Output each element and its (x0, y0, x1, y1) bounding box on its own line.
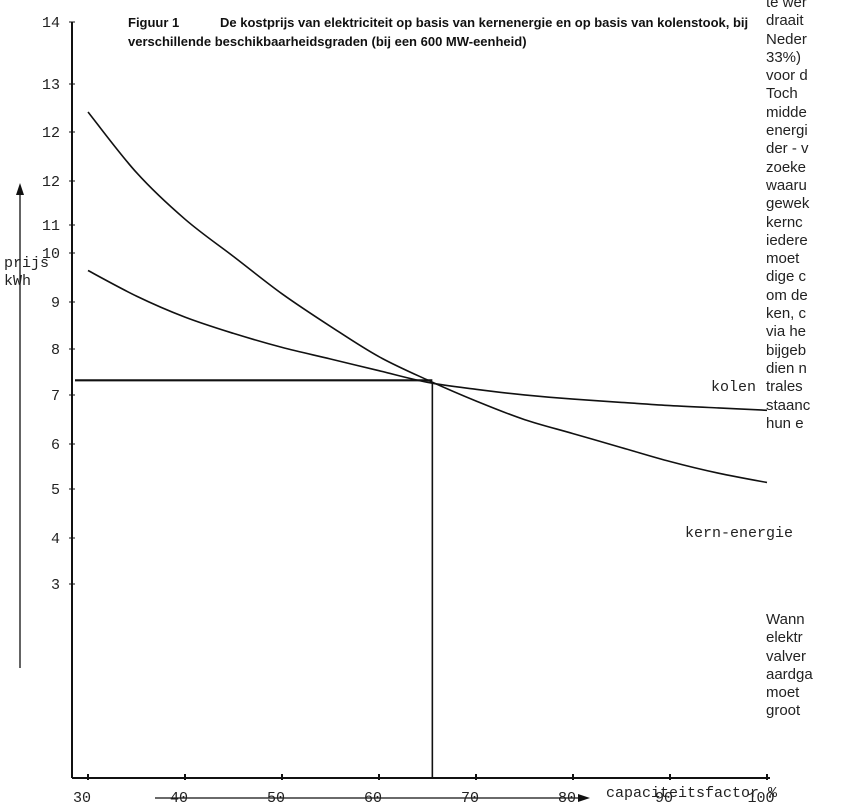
y-axis-label-kwh: kWh (4, 273, 31, 290)
side-text-line: om de (766, 286, 808, 304)
side-text-line: zoeke (766, 158, 807, 176)
side-text-line: dien n (766, 359, 807, 377)
x-tick-label: 80 (558, 790, 576, 804)
side-text-line: moet (766, 250, 800, 268)
side-text-line: kernc (766, 213, 803, 231)
side-text-line: moet (766, 684, 800, 702)
series-label-kernenergie: kern-energie (685, 525, 793, 542)
side-text-line: hun e (766, 414, 804, 432)
y-tick-label: 14 (42, 15, 60, 32)
y-tick-label: 7 (51, 388, 60, 405)
chart-axes (16, 22, 770, 802)
side-text-line: voor d (766, 67, 808, 85)
side-text-line: te wer (766, 0, 807, 11)
side-text-line: Wann (766, 611, 805, 628)
side-text-line: via he (766, 323, 807, 341)
side-text-line: valver (766, 647, 807, 665)
side-text-line: bijgeb (766, 341, 807, 359)
side-text-line: der - v (766, 140, 809, 158)
x-tick-label: 40 (170, 790, 188, 804)
side-text-line: Neder (766, 30, 807, 48)
y-tick-label: 12 (42, 125, 60, 142)
x-tick-label: 50 (267, 790, 285, 804)
y-tick-label: 12 (42, 174, 60, 191)
figure-title-text: De kostprijs van elektriciteit op basis … (128, 15, 749, 49)
series-kernenergie-line (87, 111, 768, 484)
x-tick-label: 70 (461, 790, 479, 804)
side-text-line: ken, c (766, 305, 807, 323)
side-text-column-1: te wer draait Neder 33%) voor d Toch midde ener… (766, 0, 810, 433)
side-text-line: staanc (766, 396, 811, 414)
chart-series (87, 111, 768, 484)
side-text-line: elektr (766, 629, 803, 647)
side-text-line: dige c (766, 268, 807, 286)
x-tick-label: 90 (655, 790, 673, 804)
y-direction-arrowhead (16, 183, 24, 195)
side-text-line: Toch (766, 85, 798, 103)
series-kolen-line (87, 269, 768, 412)
y-tick-label: 3 (51, 577, 60, 594)
side-text-line: draait (766, 12, 804, 30)
side-text-line: aardga (766, 665, 813, 683)
side-text-line: iedere (766, 231, 808, 249)
y-tick-labels: 3 4 5 6 7 8 9 10 11 12 12 13 14 (42, 15, 75, 594)
side-text-line: trales (766, 378, 803, 396)
chart-title: Figuur 1 De kostprijs van elektriciteit o… (128, 13, 778, 51)
side-text-line: energi (766, 122, 808, 140)
side-text-line: waaru (766, 176, 807, 194)
figure-label: Figuur 1 (128, 15, 180, 30)
x-tick-label: 100 (747, 790, 774, 804)
side-text-line: 33%) (766, 48, 802, 66)
y-tick-label: 11 (42, 218, 60, 235)
x-tick-label: 60 (364, 790, 382, 804)
x-axis-label: capaciteitsfactor % (606, 785, 778, 802)
y-tick-label: 13 (42, 77, 60, 94)
side-text-line: midde (766, 103, 807, 121)
y-tick-label: 6 (51, 437, 60, 454)
side-text-line: groot (766, 702, 801, 720)
x-direction-arrowhead (578, 794, 590, 802)
series-label-kolen: kolen (711, 379, 756, 396)
y-tick-label: 8 (51, 342, 60, 359)
y-tick-label: 4 (51, 531, 60, 548)
side-text-line: gewek (766, 195, 810, 213)
y-axis-label-prijs: prijs (4, 255, 49, 272)
y-tick-label: 5 (51, 482, 60, 499)
y-tick-label: 9 (51, 295, 60, 312)
y-tick-label: 10 (42, 246, 60, 263)
intersection-guides (75, 379, 434, 778)
x-tick-labels: 30 40 50 60 70 80 90 100 (73, 774, 775, 804)
side-text-column-2: Wann elektr valver aardga moet groot (766, 611, 813, 721)
x-tick-label: 30 (73, 790, 91, 804)
